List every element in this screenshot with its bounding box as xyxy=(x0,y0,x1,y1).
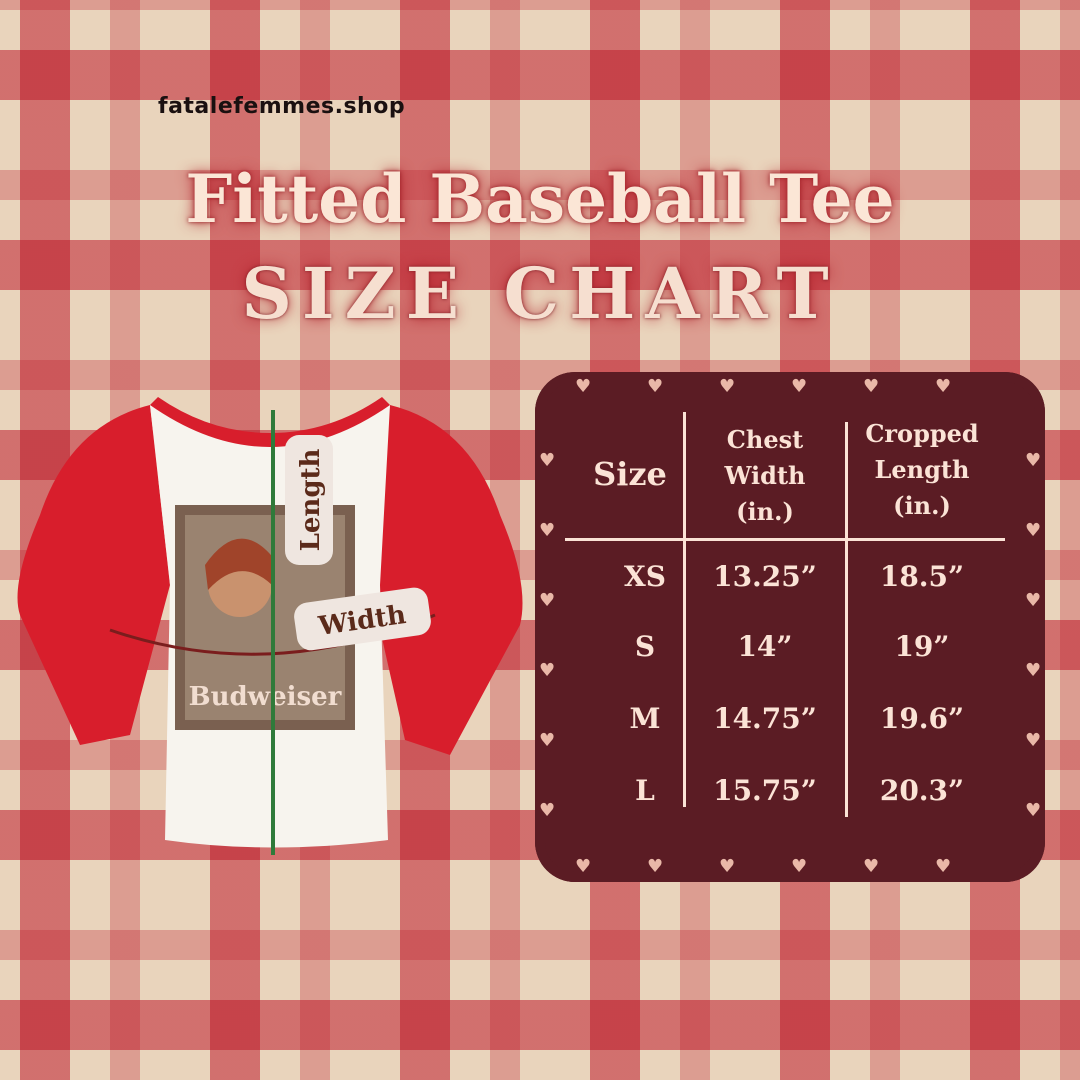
chest-cell: 14” xyxy=(737,630,793,663)
shirt-illustration: Budweiser Length Width xyxy=(17,397,523,855)
heart-icon: ♥ xyxy=(863,856,880,877)
header-divider xyxy=(565,538,1005,541)
chest-cell: 14.75” xyxy=(713,702,817,735)
heart-icon: ♥ xyxy=(1025,800,1042,821)
heart-icon: ♥ xyxy=(791,856,808,877)
length-cell: 20.3” xyxy=(879,774,965,807)
heart-icon: ♥ xyxy=(1025,450,1042,471)
heart-icon: ♥ xyxy=(863,376,880,397)
heart-icon: ♥ xyxy=(539,800,556,821)
heart-icon: ♥ xyxy=(935,856,952,877)
heart-icon: ♥ xyxy=(1025,660,1042,681)
print-text: Budweiser xyxy=(189,682,342,712)
length-cell: 19.6” xyxy=(879,702,965,735)
heart-icon: ♥ xyxy=(719,856,736,877)
right-sleeve xyxy=(370,405,523,755)
size-table-panel: ♥ ♥ ♥ ♥ ♥ ♥ ♥ ♥ ♥ ♥ ♥ ♥ ♥ ♥ ♥ ♥ ♥ ♥ ♥ ♥ ♥ ♥ ♥ ♥ Size Chest Widt… xyxy=(535,372,1045,882)
heart-icon: ♥ xyxy=(1025,730,1042,751)
heart-icon: ♥ xyxy=(575,856,592,877)
width-tag xyxy=(294,587,431,651)
heart-icon: ♥ xyxy=(575,376,592,397)
heart-icon: ♥ xyxy=(719,376,736,397)
header-line: Cropped xyxy=(865,419,979,448)
header-line: (in.) xyxy=(893,491,951,520)
heart-icon: ♥ xyxy=(539,450,556,471)
site-url: fatalefemmes.shop xyxy=(158,94,406,119)
header-cropped-length: Cropped Length (in.) xyxy=(847,416,997,524)
header-line: Width xyxy=(724,461,806,490)
page-title: Fitted Baseball Tee xyxy=(185,160,895,238)
size-cell: XS xyxy=(624,560,666,593)
column-divider xyxy=(683,412,686,807)
header-size: Size xyxy=(593,455,667,493)
header-line: (in.) xyxy=(736,497,794,526)
heart-icon: ♥ xyxy=(647,856,664,877)
heart-icon: ♥ xyxy=(647,376,664,397)
heart-icon: ♥ xyxy=(791,376,808,397)
heart-icon: ♥ xyxy=(539,520,556,541)
chest-cell: 13.25” xyxy=(713,560,817,593)
heart-icon: ♥ xyxy=(539,730,556,751)
length-cell: 19” xyxy=(894,630,950,663)
page-subtitle: SIZE CHART xyxy=(241,252,839,335)
header-line: Chest xyxy=(726,425,804,454)
size-cell: L xyxy=(635,774,655,807)
header-chest-width: Chest Width (in.) xyxy=(685,422,845,530)
heart-icon: ♥ xyxy=(935,376,952,397)
length-cell: 18.5” xyxy=(879,560,965,593)
column-divider xyxy=(845,422,848,817)
size-cell: M xyxy=(629,702,661,735)
heart-icon: ♥ xyxy=(539,660,556,681)
collar xyxy=(150,397,390,447)
length-tag xyxy=(285,435,333,565)
size-cell: S xyxy=(634,630,656,663)
heart-icon: ♥ xyxy=(1025,590,1042,611)
heart-icon: ♥ xyxy=(539,590,556,611)
heart-icon: ♥ xyxy=(1025,520,1042,541)
chest-cell: 15.75” xyxy=(713,774,817,807)
header-line: Length xyxy=(874,455,970,484)
left-sleeve xyxy=(17,405,170,745)
length-label: Length xyxy=(296,448,326,551)
